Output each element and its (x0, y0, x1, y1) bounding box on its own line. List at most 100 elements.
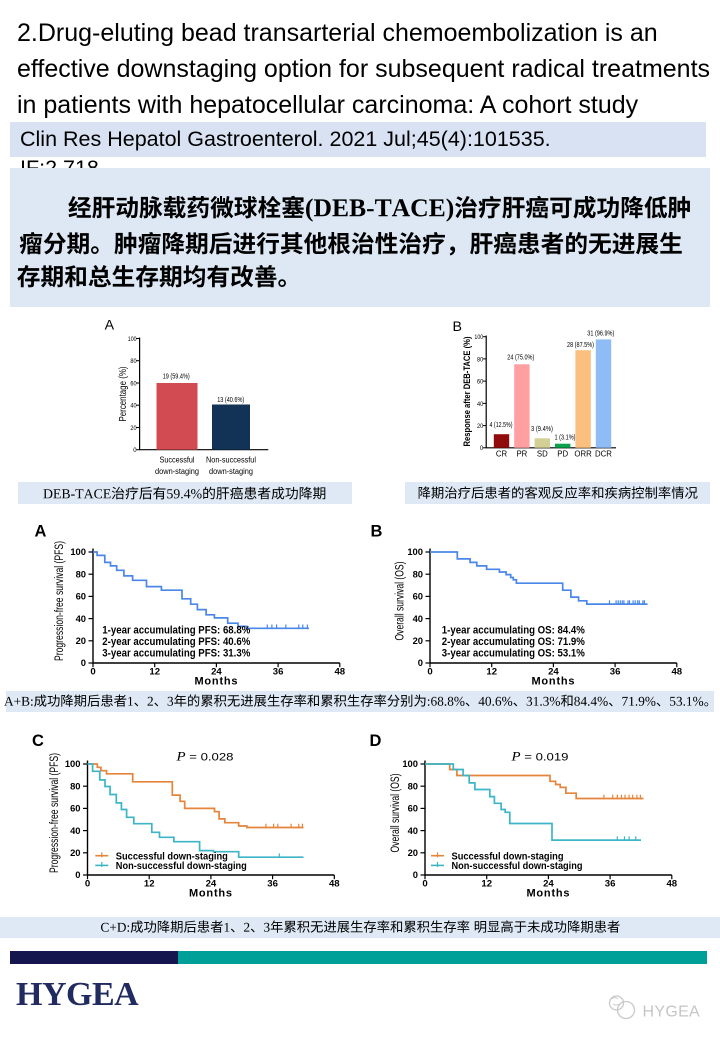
svg-text:60: 60 (130, 380, 137, 387)
svg-text:60: 60 (408, 803, 418, 814)
svg-text:Non-successful down-staging: Non-successful down-staging (116, 861, 247, 872)
svg-text:100: 100 (402, 758, 418, 769)
svg-text:36: 36 (273, 667, 284, 678)
svg-text:31 (96.9%): 31 (96.9%) (587, 330, 614, 337)
svg-text:100: 100 (128, 336, 137, 343)
svg-text:3-year accumulating OS: 53.1%: 3-year accumulating OS: 53.1% (442, 648, 585, 660)
svg-text:20: 20 (408, 847, 418, 858)
svg-text:36: 36 (605, 879, 616, 890)
svg-text:20: 20 (477, 423, 484, 430)
svg-text:40: 40 (76, 613, 86, 624)
svg-text:0: 0 (81, 657, 86, 668)
svg-text:100: 100 (70, 546, 86, 557)
svg-text:20: 20 (130, 425, 137, 432)
svg-text:60: 60 (477, 379, 484, 386)
svg-text:Successful down-staging: Successful down-staging (116, 851, 228, 862)
svg-text:40: 40 (408, 825, 418, 836)
svg-text:20: 20 (76, 635, 86, 646)
svg-text:36: 36 (610, 667, 621, 678)
svg-text:80: 80 (413, 568, 423, 579)
svg-text:24: 24 (206, 879, 217, 890)
svg-text:40: 40 (130, 403, 137, 410)
svg-text:1 (3.1%): 1 (3.1%) (555, 435, 576, 442)
svg-text:3-year accumulating PFS: 31.3%: 3-year accumulating PFS: 31.3% (102, 648, 250, 660)
svg-text:B: B (453, 319, 462, 335)
svg-text:Non-successful: Non-successful (206, 456, 256, 465)
svg-text:0: 0 (413, 869, 418, 880)
svg-text:13 (40.6%): 13 (40.6%) (217, 397, 244, 404)
svg-text:Months: Months (194, 676, 238, 688)
svg-text:Percentage (%): Percentage (%) (118, 367, 129, 422)
svg-text:100: 100 (407, 546, 423, 557)
svg-text:1-year accumulating OS: 84.4%: 1-year accumulating OS: 84.4% (442, 624, 585, 636)
svg-text:PR: PR (516, 450, 527, 459)
svg-text:Progression-free survival (PFS: Progression-free survival (PFS) (49, 753, 61, 873)
svg-text:Progression-free survival (PFS: Progression-free survival (PFS) (54, 541, 66, 661)
svg-text:60: 60 (76, 591, 86, 602)
svg-text:80: 80 (130, 358, 137, 365)
svg-text:0: 0 (133, 447, 137, 454)
svg-text:0: 0 (75, 869, 80, 880)
svg-text:24: 24 (543, 879, 554, 890)
svg-text:DCR: DCR (595, 450, 612, 459)
svg-text:3 (9.4%): 3 (9.4%) (531, 426, 553, 433)
svg-text:12: 12 (481, 879, 492, 890)
svg-text:down-staging: down-staging (209, 467, 253, 476)
svg-text:48: 48 (334, 667, 345, 678)
svg-text:48: 48 (666, 879, 677, 890)
svg-text:0: 0 (422, 879, 427, 890)
svg-text:19 (59.4%): 19 (59.4%) (163, 374, 190, 381)
svg-text:SD: SD (537, 450, 548, 459)
svg-text:40: 40 (70, 825, 80, 836)
svg-text:HYGEA: HYGEA (643, 1004, 701, 1021)
svg-text:C: C (32, 732, 44, 750)
svg-text:0: 0 (418, 657, 423, 668)
svg-text:Overall survival (OS): Overall survival (OS) (390, 773, 402, 852)
svg-text:24: 24 (548, 667, 559, 678)
svg-text:20: 20 (70, 847, 80, 858)
svg-text:100: 100 (474, 334, 483, 341)
svg-text:P = 0.028: P = 0.028 (175, 749, 233, 763)
svg-text:0: 0 (85, 879, 90, 890)
svg-text:80: 80 (70, 780, 80, 791)
svg-text:24: 24 (211, 667, 222, 678)
svg-text:P = 0.019: P = 0.019 (510, 749, 568, 763)
svg-text:CR: CR (496, 450, 508, 459)
svg-text:Months: Months (526, 888, 570, 900)
svg-text:Overall survival (OS): Overall survival (OS) (395, 561, 407, 640)
svg-text:0: 0 (480, 445, 484, 452)
svg-text:80: 80 (408, 780, 418, 791)
svg-text:4 (12.5%): 4 (12.5%) (490, 422, 513, 429)
svg-text:12: 12 (486, 667, 497, 678)
svg-text:36: 36 (267, 879, 278, 890)
svg-text:2-year accumulating PFS: 40.6%: 2-year accumulating PFS: 40.6% (102, 636, 250, 648)
svg-text:ORR: ORR (574, 450, 592, 459)
svg-text:1-year accumulating PFS: 68.8%: 1-year accumulating PFS: 68.8% (102, 624, 250, 636)
svg-text:0: 0 (90, 667, 95, 678)
svg-text:Non-successful down-staging: Non-successful down-staging (452, 861, 583, 872)
svg-text:D: D (370, 732, 382, 750)
svg-text:48: 48 (671, 667, 682, 678)
svg-text:40: 40 (413, 613, 423, 624)
svg-text:80: 80 (76, 568, 86, 579)
svg-text:40: 40 (477, 401, 484, 408)
svg-text:A: A (105, 318, 115, 334)
svg-text:A: A (35, 523, 47, 541)
svg-text:60: 60 (70, 803, 80, 814)
svg-text:Months: Months (531, 676, 575, 688)
svg-text:Successful down-staging: Successful down-staging (452, 851, 564, 862)
svg-text:60: 60 (413, 591, 423, 602)
svg-text:12: 12 (149, 667, 160, 678)
svg-text:Successful: Successful (160, 456, 195, 465)
svg-text:24 (75.0%): 24 (75.0%) (507, 355, 534, 362)
svg-text:down-staging: down-staging (155, 467, 199, 476)
svg-text:PD: PD (557, 450, 568, 459)
svg-text:2-year accumulating OS: 71.9%: 2-year accumulating OS: 71.9% (442, 636, 585, 648)
svg-text:Months: Months (189, 888, 233, 900)
svg-text:20: 20 (413, 635, 423, 646)
svg-text:100: 100 (65, 758, 81, 769)
svg-text:B: B (371, 523, 383, 541)
svg-text:28 (87.5%): 28 (87.5%) (567, 342, 594, 349)
svg-text:48: 48 (329, 879, 340, 890)
svg-text:80: 80 (477, 356, 484, 363)
